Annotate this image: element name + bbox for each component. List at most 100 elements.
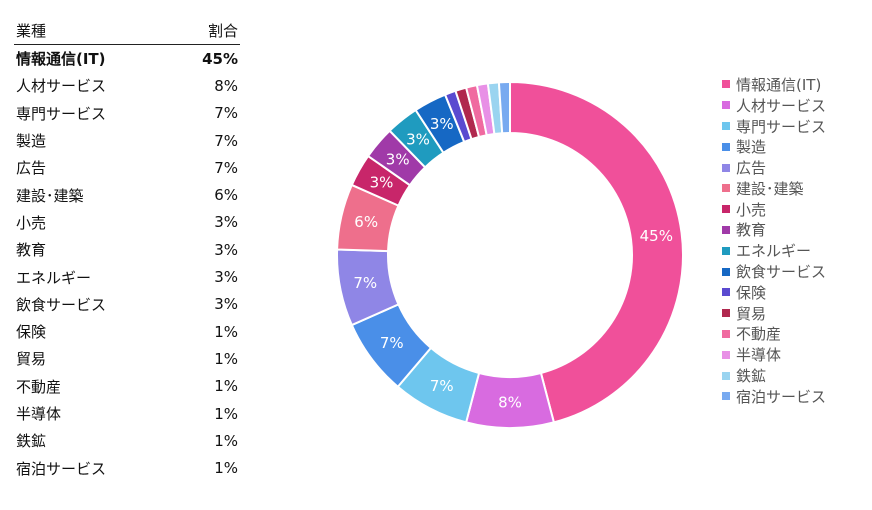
row-industry: 教育 [16, 241, 47, 260]
row-share: 1% [214, 322, 238, 341]
slice-label: 6% [354, 213, 378, 231]
legend-label: 小売 [736, 200, 767, 219]
legend-item: 貿易 [722, 303, 826, 324]
row-industry: 専門サービス [16, 104, 107, 123]
table-row: 専門サービス 7% [14, 100, 240, 127]
table-row: エネルギー 3% [14, 263, 240, 290]
legend-swatch [722, 329, 730, 338]
row-industry: 建設･建築 [16, 186, 84, 205]
legend-label: 不動産 [736, 325, 782, 344]
slice-label: 3% [406, 131, 430, 149]
legend-item: 製造 [722, 136, 826, 157]
table-row: 宿泊サービス 1% [14, 454, 240, 481]
legend-swatch [722, 309, 730, 318]
legend-label: 飲食サービス [736, 263, 827, 282]
row-industry: 広告 [16, 159, 47, 178]
legend-swatch [722, 121, 730, 130]
row-industry: 貿易 [16, 350, 47, 369]
legend-label: 人材サービス [736, 96, 827, 115]
legend-label: 半導体 [736, 346, 782, 365]
slice-label: 3% [370, 174, 394, 192]
table-row: 製造 7% [14, 127, 240, 154]
legend-swatch [722, 288, 730, 297]
legend-swatch [722, 80, 730, 89]
row-share: 1% [214, 349, 238, 368]
row-industry: エネルギー [16, 268, 92, 287]
legend-item: 鉄鉱 [722, 365, 826, 386]
legend-label: 専門サービス [736, 117, 827, 136]
row-share: 3% [214, 240, 238, 259]
row-share: 3% [214, 268, 238, 287]
legend-item: 広告 [722, 157, 826, 178]
row-share: 8% [214, 76, 238, 95]
table-row: 保険 1% [14, 318, 240, 345]
table-row: 教育 3% [14, 236, 240, 263]
table-row: 小売 3% [14, 209, 240, 236]
table-row: 建設･建築 6% [14, 181, 240, 208]
table-row: 広告 7% [14, 154, 240, 181]
table-body: 情報通信(IT) 45% 人材サービス 8% 専門サービス 7% 製造 7% 広告 7% 建設･建築… [14, 45, 240, 482]
row-industry: 保険 [16, 323, 47, 342]
table-row: 半導体 1% [14, 400, 240, 427]
legend-item: 飲食サービス [722, 261, 826, 282]
row-share: 3% [214, 295, 238, 314]
row-share: 1% [214, 459, 238, 478]
legend-item: 不動産 [722, 324, 826, 345]
row-industry: 情報通信(IT) [16, 50, 106, 69]
legend-swatch [722, 392, 730, 401]
legend-label: 鉄鉱 [736, 367, 767, 386]
header-industry: 業種 [16, 22, 47, 40]
legend-label: 宿泊サービス [736, 387, 827, 406]
industry-share-table: 業種 割合 情報通信(IT) 45% 人材サービス 8% 専門サービス 7% 製造 7% 広告 7… [14, 16, 240, 482]
row-industry: 宿泊サービス [16, 459, 107, 478]
row-share: 1% [214, 377, 238, 396]
legend-swatch [722, 205, 730, 214]
legend-swatch [722, 142, 730, 151]
slice-label: 7% [380, 334, 404, 352]
legend-item: 保険 [722, 282, 826, 303]
slice-label: 8% [498, 394, 522, 412]
legend-swatch [722, 184, 730, 193]
legend-label: 貿易 [736, 304, 767, 323]
legend-swatch [722, 163, 730, 172]
slice-label: 7% [353, 274, 377, 292]
legend-label: 製造 [736, 138, 767, 157]
legend-swatch [722, 350, 730, 359]
row-share: 3% [214, 213, 238, 232]
row-industry: 製造 [16, 132, 47, 151]
table-row: 貿易 1% [14, 345, 240, 372]
legend-item: 宿泊サービス [722, 386, 826, 407]
table-row: 人材サービス 8% [14, 72, 240, 99]
legend-label: 保険 [736, 283, 767, 302]
legend-item: 小売 [722, 199, 826, 220]
row-share: 7% [214, 104, 238, 123]
row-industry: 半導体 [16, 405, 62, 423]
table-row: 飲食サービス 3% [14, 291, 240, 318]
row-industry: 小売 [16, 213, 47, 232]
slice-label: 45% [640, 227, 673, 245]
slice-label: 7% [430, 377, 454, 395]
legend-label: エネルギー [736, 242, 812, 261]
chart-legend: 情報通信(IT) 人材サービス 専門サービス 製造 広告 建設･建築 小売 教育 エネルギー 飲食… [722, 74, 826, 407]
slice-label: 3% [386, 150, 410, 168]
row-industry: 鉄鉱 [16, 432, 47, 451]
table-header: 業種 割合 [14, 16, 240, 45]
row-share: 45% [202, 49, 238, 68]
legend-item: 建設･建築 [722, 178, 826, 199]
legend-item: 専門サービス [722, 116, 826, 137]
legend-label: 広告 [736, 159, 767, 178]
table-row: 情報通信(IT) 45% [14, 45, 240, 72]
legend-item: 教育 [722, 220, 826, 241]
legend-swatch [722, 101, 730, 110]
row-share: 6% [214, 186, 238, 205]
legend-swatch [722, 246, 730, 255]
table-row: 鉄鉱 1% [14, 427, 240, 454]
legend-swatch [722, 225, 730, 234]
legend-swatch [722, 267, 730, 276]
row-share: 1% [214, 404, 238, 423]
donut-slice [497, 80, 511, 135]
legend-swatch [722, 371, 730, 380]
legend-item: 半導体 [722, 344, 826, 365]
row-share: 7% [214, 131, 238, 150]
legend-item: 人材サービス [722, 95, 826, 116]
